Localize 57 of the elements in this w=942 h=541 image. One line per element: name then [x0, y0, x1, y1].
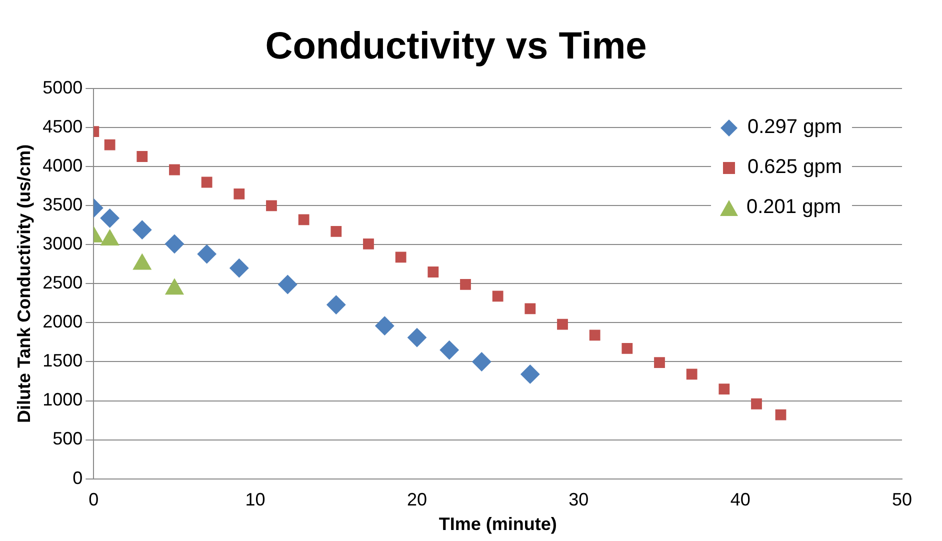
legend-label: 0.297 gpm: [747, 116, 842, 140]
y-tick-label: 500: [52, 428, 83, 449]
point: [654, 357, 665, 368]
y-tick-label: 3000: [42, 234, 83, 254]
x-axis-title: TIme (minute): [438, 514, 557, 534]
y-tick-label: 4500: [42, 116, 83, 137]
point: [718, 384, 730, 395]
point: [230, 258, 249, 278]
point: [520, 364, 540, 384]
point: [234, 188, 245, 200]
y-tick-label: 3500: [42, 194, 83, 215]
point: [132, 220, 152, 240]
point: [472, 352, 492, 372]
point: [201, 176, 212, 188]
y-tick-label: 1500: [42, 350, 83, 371]
y-tick-label: 0: [72, 468, 83, 488]
point: [100, 208, 120, 228]
point: [326, 295, 346, 314]
point: [428, 266, 439, 278]
y-tick-label: 1000: [42, 390, 83, 410]
y-tick-label: 4000: [42, 156, 83, 176]
legend-label: 0.625 gpm: [747, 156, 842, 180]
point: [298, 214, 310, 226]
point: [751, 398, 762, 410]
point: [460, 279, 471, 290]
y-tick-label: 2000: [42, 312, 83, 332]
point: [557, 318, 568, 330]
point: [363, 238, 374, 250]
point: [395, 252, 406, 263]
x-tick-label: 30: [568, 490, 589, 510]
point: [278, 274, 298, 294]
point: [104, 139, 116, 150]
y-tick-label: 2500: [42, 272, 83, 293]
point: [330, 226, 342, 237]
x-tick-label: 20: [406, 490, 427, 510]
chart-title: Conductivity vs Time: [265, 25, 647, 68]
point: [492, 290, 504, 302]
point: [440, 340, 459, 360]
x-tick-label: 0: [88, 490, 99, 510]
point: [266, 200, 277, 212]
point: [407, 328, 426, 348]
point: [375, 316, 394, 336]
point: [686, 368, 698, 380]
x-tick-label: 40: [730, 490, 750, 510]
y-tick-label: 5000: [42, 78, 83, 98]
point: [775, 409, 786, 420]
x-tick-label: 50: [892, 490, 912, 510]
point: [136, 151, 148, 162]
y-axis-title: Dilute Tank Conductivity (us/cm): [14, 144, 34, 424]
legend-label: 0.201 gpm: [746, 196, 841, 220]
point: [164, 234, 184, 254]
point: [197, 244, 216, 264]
x-tick-label: 10: [245, 490, 266, 510]
point: [622, 343, 633, 354]
point: [589, 330, 600, 341]
point: [169, 164, 180, 176]
point: [524, 303, 536, 314]
